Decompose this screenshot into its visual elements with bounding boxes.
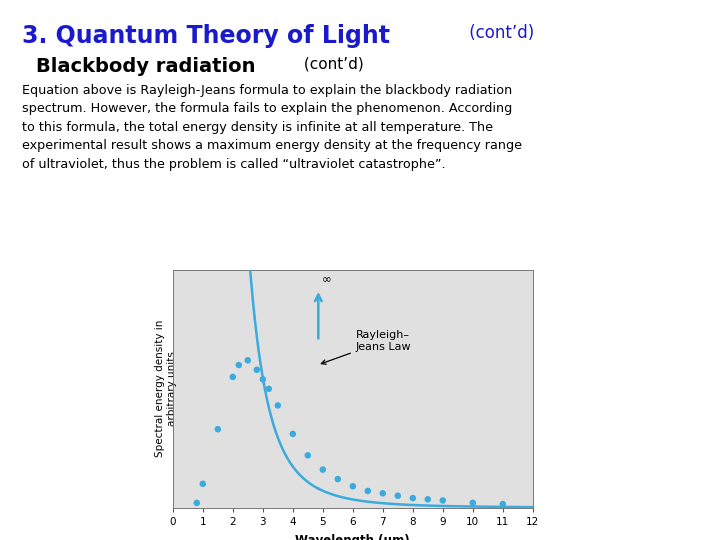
Point (497, 500, 508, 508)
X-axis label: Wavelength (μm): Wavelength (μm) (295, 534, 410, 540)
Text: Equation above is Rayleigh-Jeans formula to explain the blackbody radiation
spec: Equation above is Rayleigh-Jeans formula… (22, 84, 521, 171)
Point (302, 451, 313, 460)
Point (263, 384, 274, 393)
Point (437, 496, 449, 505)
Text: ∞: ∞ (321, 274, 331, 287)
Text: (cont’d): (cont’d) (464, 24, 535, 42)
Point (407, 494, 418, 502)
Point (272, 401, 284, 410)
Point (332, 475, 343, 483)
Point (467, 498, 479, 507)
Point (317, 465, 328, 474)
Point (191, 498, 202, 507)
Point (347, 482, 359, 490)
Point (362, 487, 374, 495)
Point (377, 489, 389, 498)
Point (212, 425, 223, 434)
Point (287, 430, 299, 438)
Point (257, 375, 269, 383)
Text: Rayleigh–
Jeans Law: Rayleigh– Jeans Law (321, 330, 411, 364)
Point (233, 361, 245, 369)
Text: Blackbody radiation: Blackbody radiation (36, 57, 256, 76)
Text: (cont’d): (cont’d) (299, 57, 364, 72)
Point (422, 495, 433, 504)
Text: 3. Quantum Theory of Light: 3. Quantum Theory of Light (22, 24, 390, 48)
Y-axis label: Spectral energy density in
arbitrary units: Spectral energy density in arbitrary uni… (155, 320, 176, 457)
Point (197, 480, 209, 488)
Point (242, 356, 253, 364)
Point (251, 366, 263, 374)
Point (227, 373, 238, 381)
Point (392, 491, 403, 500)
